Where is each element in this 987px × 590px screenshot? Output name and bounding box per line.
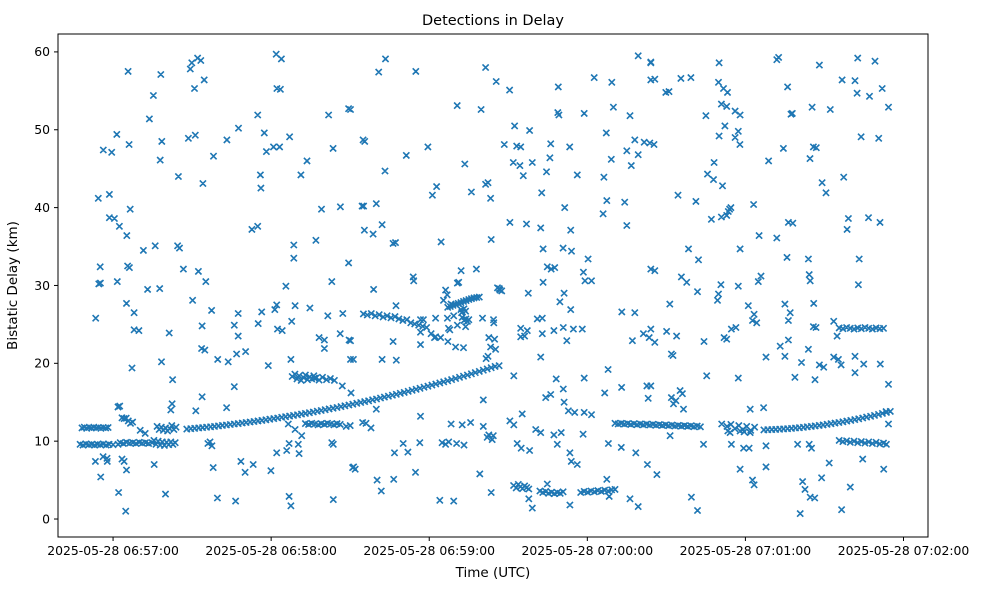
detections-series-cluster-4km-b bbox=[536, 487, 567, 498]
y-tick-label: 60 bbox=[34, 44, 50, 59]
plot-generated-layer: 2025-05-28 06:57:00 2025-05-28 06:58:00 20… bbox=[34, 33, 970, 558]
x-tick-label: 2025-05-28 06:57:00 bbox=[47, 543, 179, 558]
x-tick-label: 2025-05-28 07:00:00 bbox=[522, 543, 654, 558]
chart-title: Detections in Delay bbox=[422, 13, 564, 29]
detections-series-mini-track-27km bbox=[444, 293, 483, 325]
detections-series-background-detections bbox=[91, 50, 893, 518]
detections-series-cluster-4km-c bbox=[577, 485, 619, 497]
x-tick-label: 2025-05-28 06:58:00 bbox=[205, 543, 337, 558]
detections-series-track-1-rising-arc bbox=[183, 362, 503, 433]
detections-series-segment-12km bbox=[301, 419, 354, 431]
x-axis-label: Time (UTC) bbox=[455, 565, 531, 581]
x-tick-label: 2025-05-28 06:59:00 bbox=[363, 543, 495, 558]
detections-series-pre-arc-cluster bbox=[153, 421, 180, 435]
y-tick-label: 30 bbox=[34, 278, 50, 293]
detections-series-band-25km bbox=[359, 309, 431, 332]
y-tick-label: 10 bbox=[34, 433, 50, 448]
y-tick-label: 20 bbox=[34, 356, 50, 371]
detections-series-track-2-segment-a bbox=[611, 419, 705, 431]
detections-series-cluster-4km-a bbox=[509, 480, 533, 493]
detections-series-left-cluster-9-5km bbox=[76, 440, 122, 449]
detections-series-track-2-segment-b bbox=[760, 407, 894, 434]
y-tick-label: 50 bbox=[34, 122, 50, 137]
x-tick-label: 2025-05-28 07:02:00 bbox=[838, 543, 970, 558]
x-tick-label: 2025-05-28 07:01:00 bbox=[680, 543, 812, 558]
detections-series-left-cluster-9-8km bbox=[116, 436, 179, 450]
detections-series-segment-24km-right bbox=[835, 323, 888, 333]
detections-series-left-cluster-11-7km bbox=[78, 423, 112, 432]
y-tick-label: 0 bbox=[42, 511, 50, 526]
detections-series-segment-18km bbox=[288, 370, 339, 385]
detections-series-segment-10km-right bbox=[835, 436, 891, 448]
axes-frame bbox=[57, 33, 929, 538]
y-tick-label: 40 bbox=[34, 200, 50, 215]
y-axis-label: Bistatic Delay (km) bbox=[5, 221, 21, 350]
